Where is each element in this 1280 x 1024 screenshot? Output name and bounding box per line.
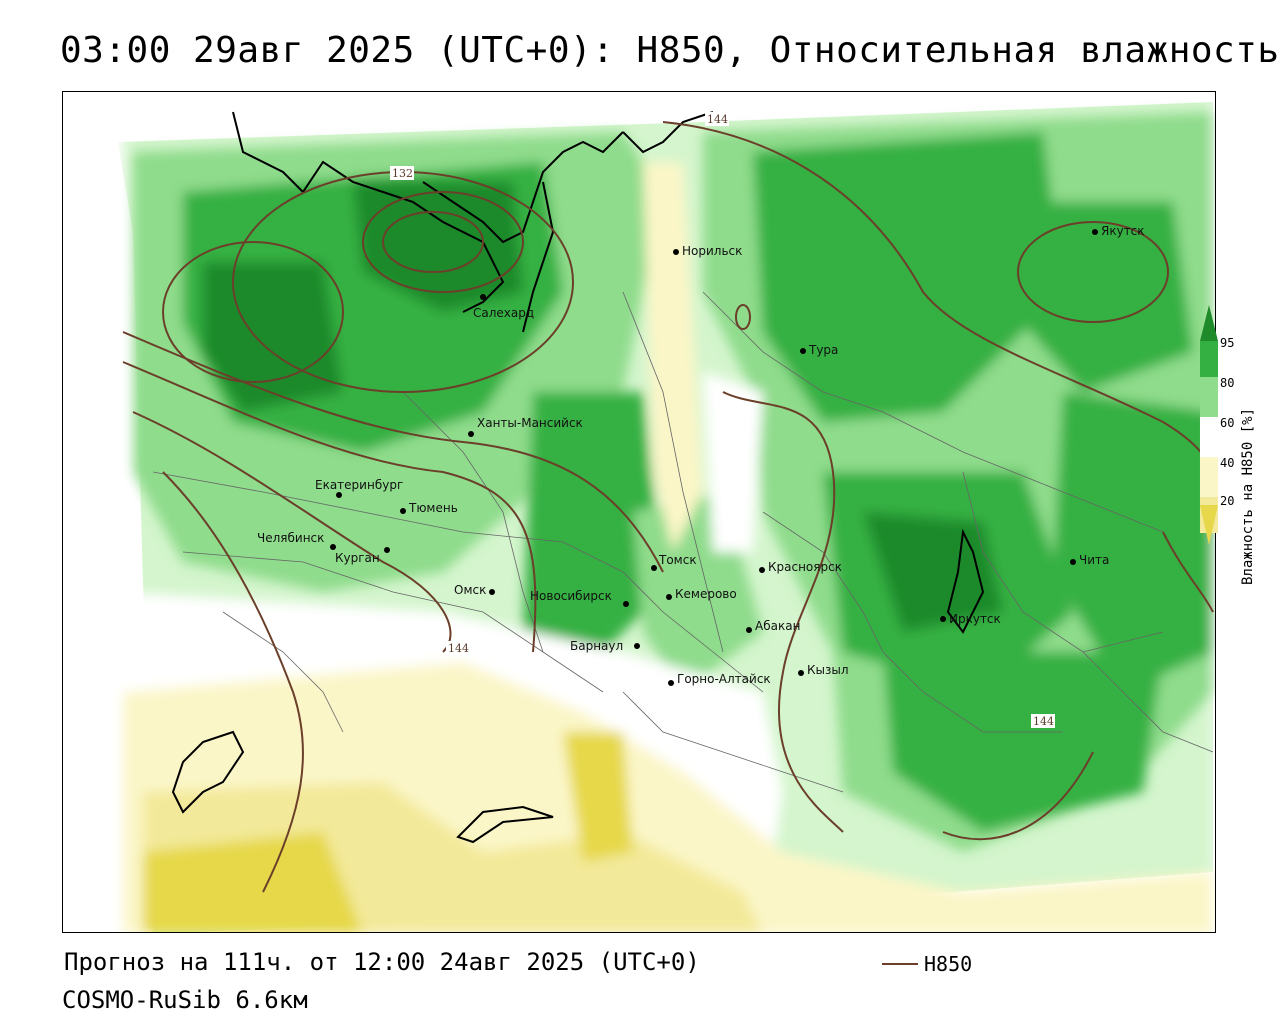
svg-text:Горно-Алтайск: Горно-Алтайск: [677, 672, 771, 686]
colorbar-bottom-arrow: [1200, 505, 1218, 545]
city-chita: Чита: [1070, 553, 1109, 567]
city-salekhard: Салехард: [473, 294, 534, 320]
colorbar-tick: 80: [1220, 376, 1235, 390]
city-barnaul: Барнаул: [570, 639, 640, 653]
city-tomsk: Томск: [651, 553, 697, 571]
city-chelyabinsk: Челябинск: [257, 531, 336, 550]
svg-text:Курган: Курган: [335, 551, 380, 565]
svg-text:Ханты-Мансийск: Ханты-Мансийск: [477, 416, 583, 430]
svg-text:Томск: Томск: [658, 553, 697, 567]
svg-text:Новосибирск: Новосибирск: [530, 589, 612, 603]
city-yekaterinburg: Екатеринбург: [315, 478, 403, 498]
colorbar-tick: 60: [1220, 416, 1235, 430]
contour-label: 144: [1033, 715, 1054, 728]
colorbar-band-60-80: [1200, 377, 1218, 417]
svg-text:Абакан: Абакан: [755, 619, 800, 633]
svg-text:Кемерово: Кемерово: [675, 587, 737, 601]
colorbar-band-40-60: [1200, 417, 1218, 457]
city-omsk: Омск: [454, 583, 495, 597]
svg-text:Тура: Тура: [808, 343, 838, 357]
humidity-colorbar: [1200, 305, 1218, 545]
colorbar-band-80-95: [1200, 341, 1218, 377]
city-norilsk: Норильск: [673, 244, 742, 258]
contour-label: 144: [707, 113, 728, 126]
humidity-field: [63, 92, 1215, 932]
svg-text:Салехард: Салехард: [473, 306, 534, 320]
svg-text:Чита: Чита: [1079, 553, 1109, 567]
colorbar-label: Влажность на H850 [%]: [1240, 407, 1256, 585]
city-kyzyl: Кызыл: [798, 663, 849, 677]
model-name: COSMO-RuSib 6.6км: [62, 986, 308, 1014]
city-kemerovo: Кемерово: [666, 587, 737, 601]
colorbar-tick: 95: [1220, 336, 1235, 350]
city-gorno-altaysk: Горно-Алтайск: [668, 672, 771, 686]
svg-text:Иркутск: Иркутск: [949, 612, 1001, 626]
forecast-info: Прогноз на 111ч. от 12:00 24авг 2025 (UT…: [64, 948, 700, 976]
humidity-map: 144 132 144 144 Норильск Якутск Салехард…: [63, 92, 1215, 932]
city-irkutsk: Иркутск: [940, 612, 1001, 626]
city-tura: Тура: [800, 343, 838, 357]
city-kurgan: Курган: [335, 547, 390, 565]
legend-label: H850: [924, 952, 973, 976]
contour-legend: H850: [882, 952, 972, 976]
svg-text:Тюмень: Тюмень: [408, 501, 458, 515]
svg-text:Красноярск: Красноярск: [768, 560, 842, 574]
coastlines: [171, 111, 985, 844]
city-yakutsk: Якутск: [1092, 224, 1145, 238]
colorbar-tick: 20: [1220, 494, 1235, 508]
colorbar-tick: 40: [1220, 456, 1235, 470]
svg-text:Омск: Омск: [454, 583, 486, 597]
city-tyumen: Тюмень: [400, 501, 458, 515]
svg-text:Норильск: Норильск: [682, 244, 742, 258]
cities: Норильск Якутск Салехард Тура Ханты-Манс…: [257, 224, 1145, 686]
map-title: 03:00 29авг 2025 (UTC+0): H850, Относите…: [60, 30, 1280, 71]
contour-labels: 144 132 144 144: [390, 112, 1055, 728]
legend-line: [882, 963, 918, 965]
city-krasnoyarsk: Красноярск: [759, 560, 842, 574]
contour-label: 132: [392, 167, 413, 180]
svg-text:Екатеринбург: Екатеринбург: [315, 478, 403, 492]
contour-label: 144: [448, 642, 469, 655]
svg-text:Якутск: Якутск: [1101, 224, 1145, 238]
city-novosibirsk: Новосибирск: [530, 589, 629, 607]
svg-text:Кызыл: Кызыл: [807, 663, 849, 677]
svg-text:Челябинск: Челябинск: [257, 531, 324, 545]
map-panel: 144 132 144 144 Норильск Якутск Салехард…: [62, 91, 1216, 933]
city-khanty-mansiysk: Ханты-Мансийск: [468, 416, 583, 437]
svg-text:Барнаул: Барнаул: [570, 639, 623, 653]
city-abakan: Абакан: [746, 619, 800, 633]
colorbar-band-20-40: [1200, 457, 1218, 497]
h850-contours: [122, 121, 1214, 893]
colorbar-top-arrow: [1200, 305, 1218, 341]
